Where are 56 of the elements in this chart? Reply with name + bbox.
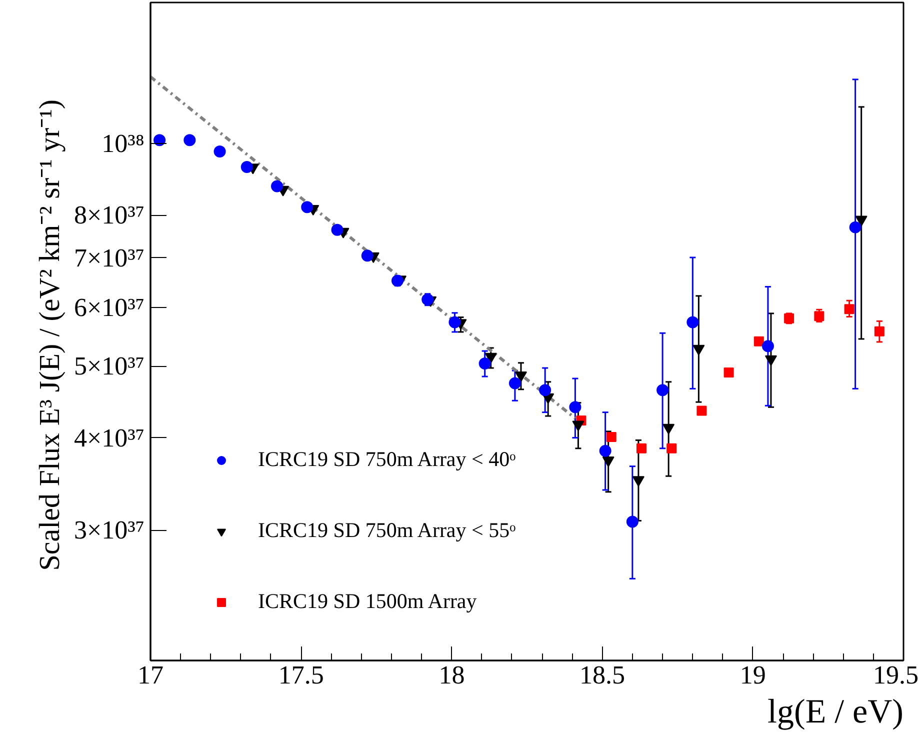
point [814,311,824,322]
point [656,384,669,396]
point [484,352,497,364]
point [764,355,777,366]
y-tick-label: 7×10³⁷ [74,243,145,272]
point [855,216,868,226]
point [271,180,284,192]
point [448,316,461,328]
point [696,406,707,416]
point [240,161,253,173]
legend-label: ICRC19 SD 750m Array < 55ᵒ [258,518,516,543]
point [874,326,884,336]
point [361,250,374,262]
x-tick-label: 17.5 [278,660,324,690]
point [686,316,699,328]
y-tick-label: 8×10³⁷ [74,200,145,230]
point [636,443,646,454]
legend-label: ICRC19 SD 1500m Array [258,589,477,614]
legend-label: ICRC19 SD 750m Array < 40ᵒ [258,447,516,472]
y-tick-label: 4×10³⁷ [74,423,145,452]
x-tick-label: 19.5 [873,660,918,690]
point [632,476,644,487]
point [626,516,638,528]
point [214,145,226,158]
point [849,221,862,234]
point [602,456,614,468]
point [154,134,166,146]
y-tick-label: 10³⁸ [102,128,144,158]
x-tick-label: 19 [740,660,766,690]
point [539,384,552,396]
point [666,443,677,454]
point [599,444,612,457]
y-axis-title: Scaled Flux E³ J(E) / (eV² km⁻² sr⁻¹ yr⁻¹) [34,99,66,571]
y-tick-label: 3×10³⁷ [74,516,145,545]
point [724,368,734,378]
point [184,134,196,146]
point [844,304,854,314]
point [391,274,404,287]
y-tick-label: 5×10³⁷ [74,352,145,381]
point [508,377,521,390]
x-tick-label: 18.5 [580,660,626,690]
point [662,424,675,434]
point [572,420,584,432]
x-tick-label: 17 [138,660,164,690]
point [514,372,527,382]
x-axis-title: lg(E / eV) [768,694,904,730]
point [422,294,434,306]
point [569,401,582,414]
point [762,340,774,352]
y-tick-label: 6×10³⁷ [74,292,145,322]
x-tick-label: 18 [438,660,465,690]
point [754,336,764,346]
point [331,224,344,236]
point [692,344,705,356]
point [478,358,491,370]
point [301,201,314,214]
